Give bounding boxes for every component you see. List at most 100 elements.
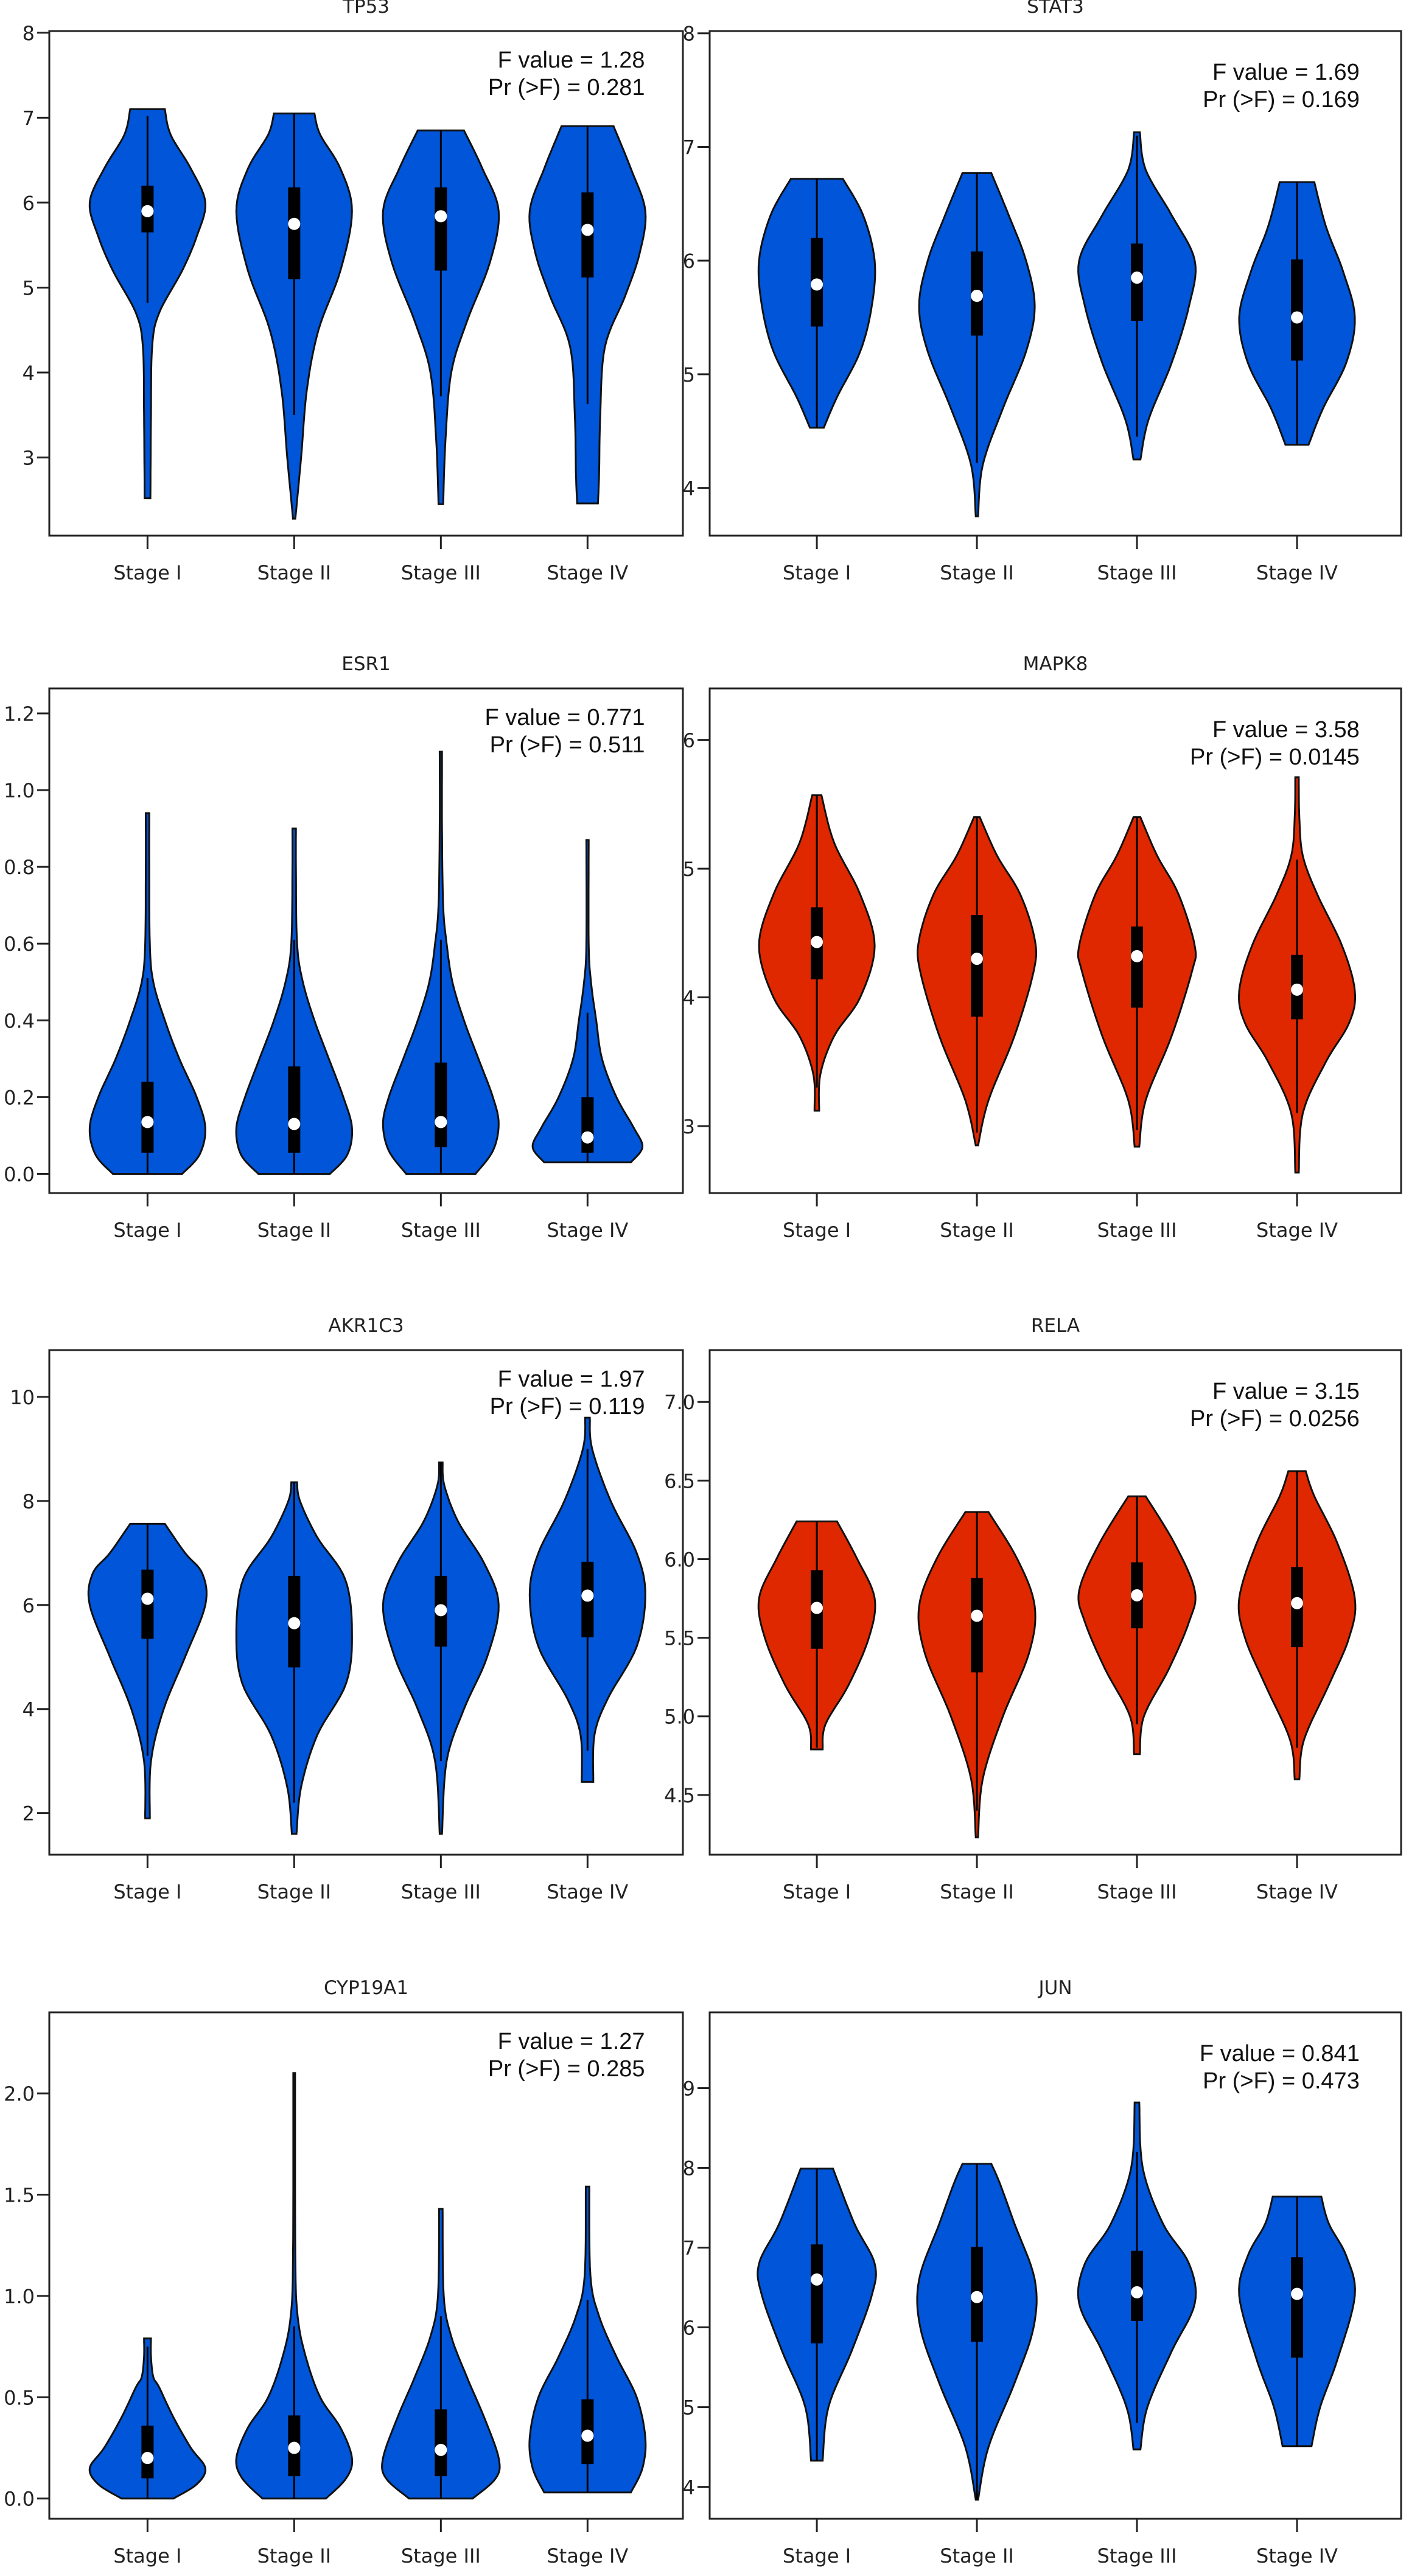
median-dot [435,2443,447,2456]
violin-shape [88,108,207,500]
violin-stage-i [88,108,207,500]
median-dot [288,1617,301,1629]
y-tick-label: 1.5 [4,2184,35,2207]
median-dot [971,2291,984,2303]
x-tick-label: Stage III [1097,2544,1177,2567]
y-tick-label: 8 [683,2157,695,2180]
x-tick-label: Stage II [940,1880,1014,1903]
x-tick-label: Stage II [940,561,1014,584]
chart-title: ESR1 [341,653,391,675]
chart-title: MAPK8 [1023,653,1088,675]
y-tick-label: 10 [10,1386,35,1409]
p-value-label: Pr (>F) = 0.285 [488,2056,645,2082]
median-dot [811,278,823,291]
x-tick-label: Stage I [783,1219,851,1242]
violin-stage-iii [381,2208,501,2500]
violin-stage-iv [1237,1470,1357,1780]
p-value-label: Pr (>F) = 0.169 [1203,87,1360,113]
violin-stage-i [757,2168,877,2462]
iqr-box [288,187,301,279]
median-dot [1131,950,1144,962]
median-dot [811,936,823,948]
p-value-label: Pr (>F) = 0.511 [490,732,645,758]
iqr-box [435,187,447,271]
x-tick-label: Stage III [401,1880,481,1903]
y-tick-label: 4 [683,2476,695,2499]
x-tick-label: Stage I [113,561,181,584]
y-tick-label: 7 [683,136,695,159]
median-dot [1291,311,1304,324]
y-tick-label: 5 [23,276,35,299]
violin-stage-iii [1077,131,1197,461]
chart-title: AKR1C3 [328,1315,404,1337]
violin-stage-i [758,794,876,1112]
violin-stage-ii [235,827,354,1175]
plot-frame [708,2011,1402,2520]
violin-stage-iv [1238,776,1356,1174]
median-dot [581,2429,594,2442]
p-value-label: Pr (>F) = 0.0256 [1190,1406,1360,1432]
f-value-label: F value = 3.15 [1212,1379,1360,1404]
violin-stage-iv [531,839,644,1164]
y-tick-label: 8 [23,22,35,45]
violin-stage-iv [528,125,647,505]
median-dot [141,1592,154,1605]
iqr-box [435,1062,447,1147]
plot-frame [48,2011,684,2520]
median-dot [435,1604,447,1617]
y-tick-label: 6.5 [664,1469,695,1493]
violin-stage-iii [1077,816,1197,1148]
chart-panel-akr1c3: AKR1C3 2 4 6 8 10 Stage I Stage II Stage III Stag… [10,1315,684,1903]
violin-stage-iii [1077,2101,1197,2451]
violin-stage-i [87,1522,208,1819]
violin-stage-ii [235,112,353,520]
violin-stage-i [757,178,876,429]
y-tick-label: 6 [23,192,35,215]
violin-stage-i [757,1521,876,1751]
iqr-box [1291,259,1304,361]
chart-panel-cyp19a1: CYP19A1 0.0 0.5 1.0 1.5 2.0 Stage I Stage II Sta… [4,1977,684,2567]
iqr-box [1291,2257,1304,2358]
x-tick-label: Stage III [1097,1880,1177,1903]
y-tick-label: 7.0 [664,1391,695,1414]
x-tick-label: Stage IV [547,1880,628,1903]
violin-stage-ii [917,816,1038,1147]
x-tick-label: Stage II [940,2544,1014,2567]
violin-stage-ii [235,2072,354,2500]
x-tick-label: Stage III [401,1219,481,1242]
y-tick-label: 0.5 [4,2386,35,2409]
y-tick-label: 0.8 [4,856,35,879]
median-dot [971,953,984,965]
y-tick-label: 3 [23,447,35,470]
y-tick-label: 2 [23,1802,35,1825]
f-value-label: F value = 1.97 [498,1367,645,1392]
median-dot [971,1609,984,1622]
y-tick-label: 6.0 [664,1548,695,1571]
violin-stage-iv [1238,181,1356,446]
iqr-box [581,1097,594,1153]
y-tick-label: 7 [23,107,35,130]
iqr-box [971,1578,984,1673]
y-tick-label: 1.0 [4,779,35,802]
x-tick-label: Stage IV [547,1219,628,1242]
iqr-box [971,915,984,1017]
y-tick-label: 3 [683,1115,695,1138]
f-value-label: F value = 1.28 [498,47,645,73]
x-tick-label: Stage II [257,1219,332,1242]
violin-stage-i [88,812,206,1175]
x-tick-label: Stage III [401,2544,481,2567]
y-tick-label: 5.0 [664,1706,695,1729]
iqr-box [1131,2250,1144,2322]
x-tick-label: Stage II [257,561,332,584]
median-dot [971,290,984,303]
violin-stage-iii [1077,1495,1197,1755]
y-tick-label: 5 [683,858,695,881]
x-tick-label: Stage IV [1256,1880,1338,1903]
chart-panel-rela: RELA 4.5 5.0 5.5 6.0 6.5 7.0 Stage I Stage II Sta… [664,1315,1402,1903]
x-tick-label: Stage III [1097,1219,1177,1242]
x-tick-label: Stage I [113,2544,181,2567]
median-dot [141,2452,154,2465]
chart-title: CYP19A1 [324,1977,408,1999]
chart-panel-mapk8: MAPK8 3 4 5 6 Stage I Stage II Stage III Stage I… [683,653,1402,1242]
f-value-label: F value = 3.58 [1212,717,1360,743]
